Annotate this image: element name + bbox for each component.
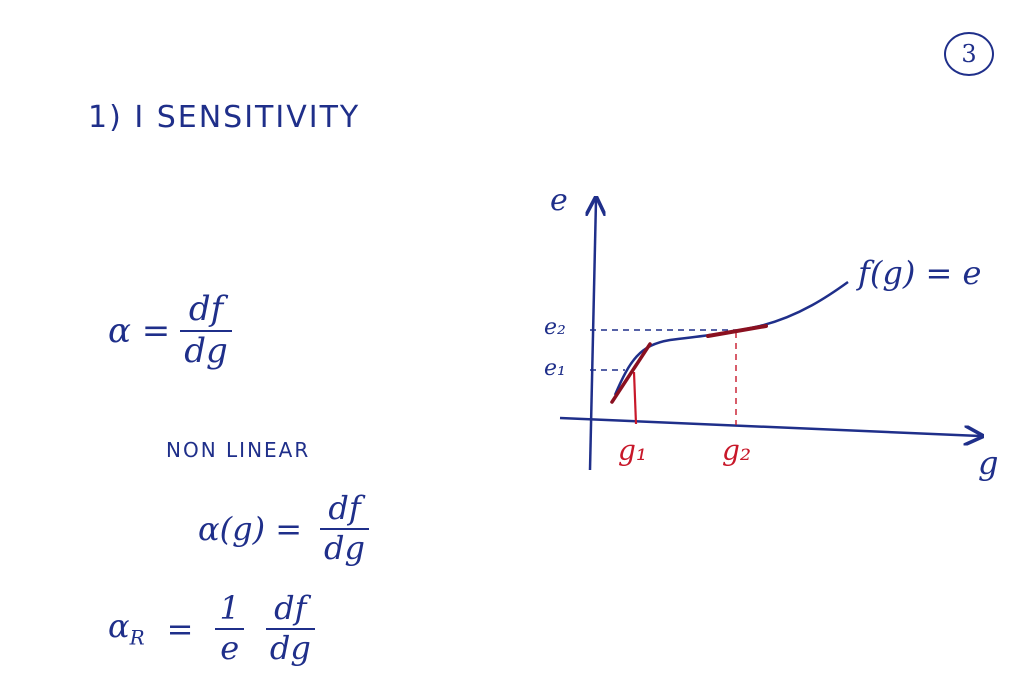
fraction-numerator: df [328, 489, 361, 527]
page-number-badge: 3 [944, 32, 994, 76]
page-number: 3 [961, 40, 977, 68]
fraction-df-dg: df dg [265, 589, 315, 667]
fraction-denominator: e [220, 628, 240, 667]
alpha-symbol: α [108, 607, 130, 646]
fraction-bar [265, 627, 315, 630]
fraction-denominator: dg [324, 528, 366, 567]
curve-f-of-g [613, 280, 849, 396]
equation-lhs: α(g) = [198, 509, 303, 548]
y-tick-e2: e₂ [544, 315, 566, 340]
fraction-one-over-e: 1 e [215, 589, 244, 667]
curve-label: f(g) = e [856, 254, 981, 292]
fraction-bar [180, 329, 232, 332]
equation-sensitivity: α = df dg [108, 289, 232, 371]
x-tick-g2: g₂ [722, 434, 751, 467]
x-axis-label: g [978, 444, 998, 482]
x-axis [559, 416, 980, 436]
fraction-df-dg: df dg [320, 489, 370, 567]
vertical-line-g1 [632, 371, 638, 425]
subscript-r: R [129, 625, 145, 650]
tangent-at-g1 [610, 342, 652, 404]
fraction-numerator: 1 [219, 589, 240, 627]
y-axis [590, 200, 596, 471]
fraction-denominator: dg [184, 330, 228, 371]
section-heading: 1) I SENSITIVITY [88, 100, 361, 135]
equation-relative-sensitivity: αR = 1 e df dg [108, 589, 315, 667]
fraction-numerator: df [274, 589, 307, 627]
fraction-bar [320, 527, 370, 530]
fraction-bar [215, 627, 244, 630]
fraction-df-dg: df dg [180, 289, 232, 371]
y-tick-e1: e₁ [544, 356, 566, 381]
nonlinear-label: NON LINEAR [166, 438, 311, 462]
fraction-numerator: df [188, 289, 224, 329]
equation-lhs: αR [108, 607, 145, 649]
equation-lhs: α = [108, 310, 171, 351]
equation-nonlinear: α(g) = df dg [198, 489, 370, 567]
y-axis-label: e [550, 183, 568, 218]
fraction-denominator: dg [269, 628, 311, 667]
x-tick-g1: g₁ [618, 434, 647, 467]
equals-sign: = [166, 609, 194, 648]
tangent-at-g2 [706, 324, 768, 338]
